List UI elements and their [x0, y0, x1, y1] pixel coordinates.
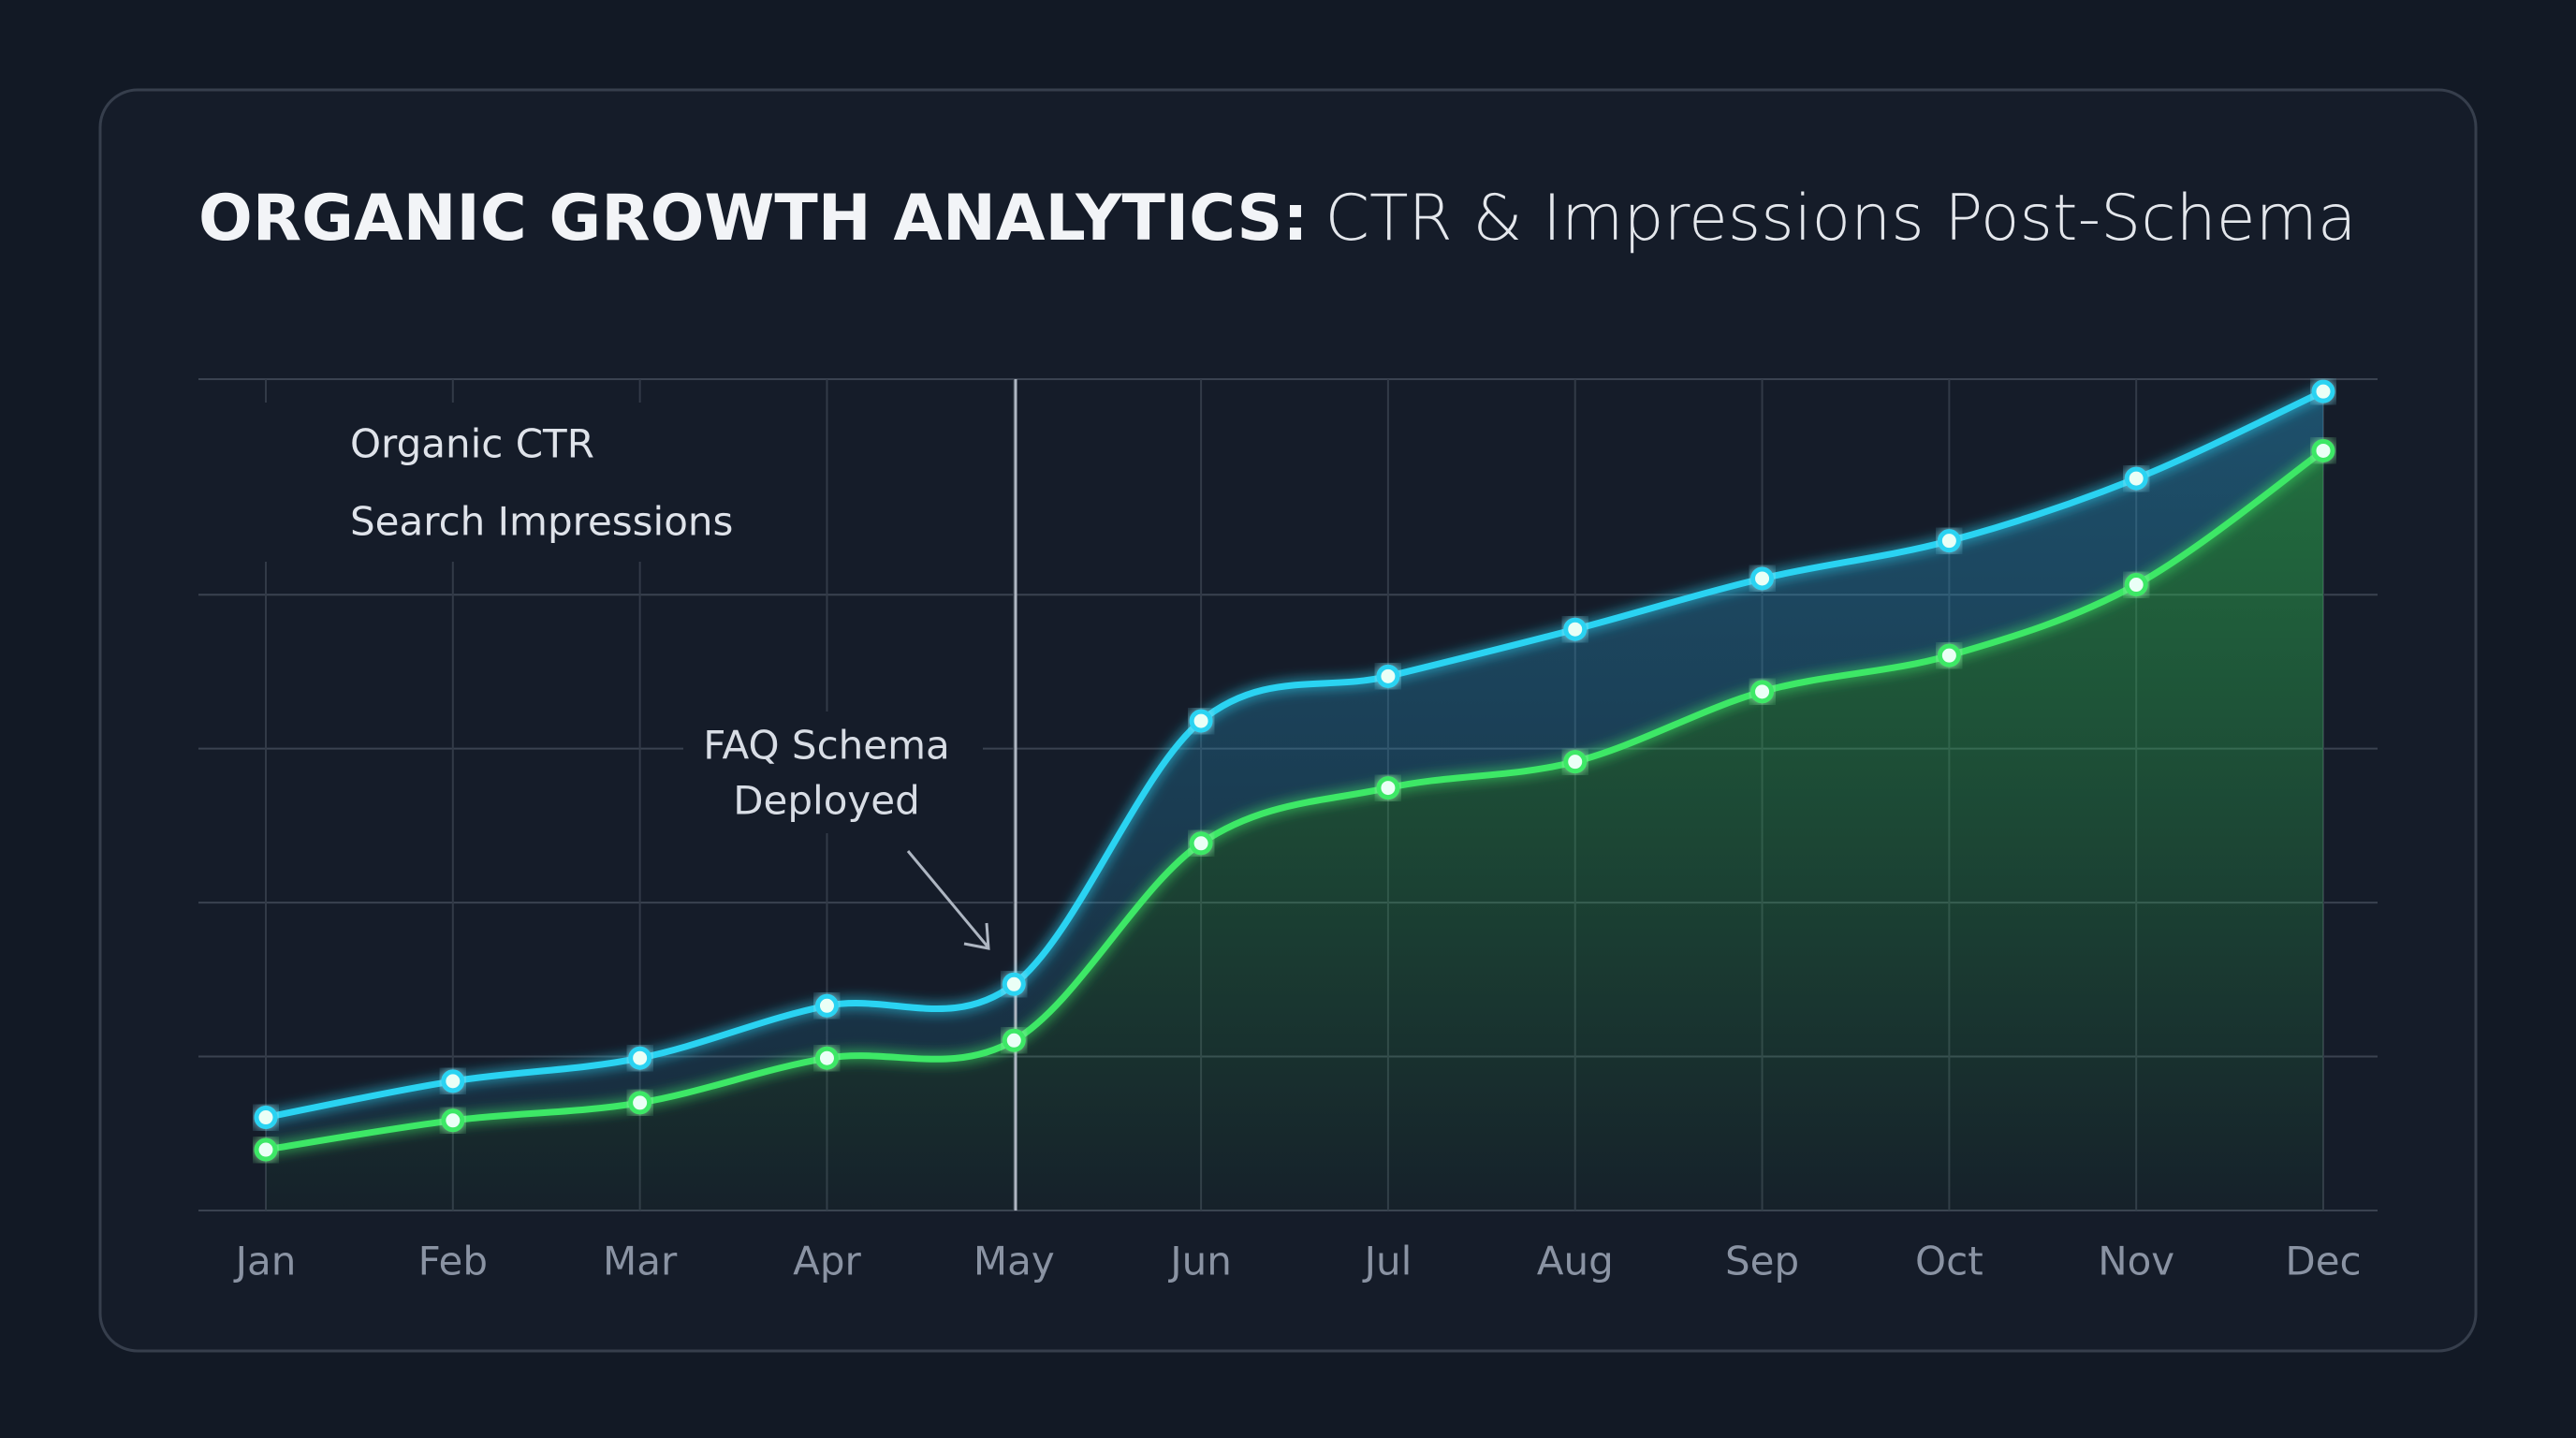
x-tick-label: May [973, 1239, 1055, 1284]
x-tick-label: Jul [1362, 1239, 1412, 1284]
lines [254, 379, 2335, 1162]
x-tick-label: Oct [1915, 1239, 1983, 1284]
annotation-arrow [906, 850, 990, 950]
data-point [1750, 566, 1775, 591]
series-line [265, 448, 2326, 1153]
x-tick-label: Mar [603, 1239, 678, 1284]
title-bold: ORGANIC GROWTH ANALYTICS: [198, 182, 1309, 256]
x-tick-label: Nov [2098, 1239, 2174, 1284]
x-tick-label: Apr [793, 1239, 861, 1284]
x-tick-label: Jan [233, 1239, 297, 1284]
data-point [1189, 709, 1213, 733]
title-light: CTR & Impressions Post-Schema [1325, 182, 2357, 256]
data-point [2311, 438, 2335, 462]
x-tick-label: Sep [1725, 1239, 1799, 1284]
data-point [814, 993, 839, 1018]
data-point [2124, 466, 2148, 491]
annotation-text: Deployed [733, 778, 920, 824]
x-tick-label: Aug [1537, 1239, 1614, 1284]
data-point [814, 1046, 839, 1070]
annotation-bg [683, 712, 983, 833]
data-point [1376, 664, 1400, 688]
data-point [1750, 680, 1775, 704]
data-point [1376, 776, 1400, 800]
data-point [2311, 379, 2335, 404]
data-point [628, 1091, 652, 1115]
data-point [1937, 529, 1961, 553]
x-tick-label: Feb [418, 1239, 488, 1284]
data-point [441, 1108, 465, 1133]
x-tick-label: Jun [1167, 1239, 1232, 1284]
areas [266, 391, 2323, 1211]
area-fill [266, 450, 2323, 1211]
x-tick-label: Dec [2285, 1239, 2361, 1284]
data-point [254, 1137, 278, 1162]
data-point [1563, 750, 1588, 774]
legend: Organic CTR Search Impressions [234, 421, 733, 545]
data-point [628, 1046, 652, 1070]
data-point [254, 1106, 278, 1130]
data-point [2124, 573, 2148, 597]
data-point [1002, 1028, 1026, 1052]
band-fill [266, 391, 2323, 1150]
data-point [1563, 617, 1588, 641]
legend-label: Search Impressions [350, 499, 733, 545]
data-point [1937, 643, 1961, 668]
legend-label: Organic CTR [350, 421, 594, 467]
legend-bg [220, 403, 744, 562]
data-point [1189, 831, 1213, 856]
data-point [1002, 972, 1026, 996]
chart-title: ORGANIC GROWTH ANALYTICS: CTR & Impressio… [198, 182, 2357, 256]
data-point [441, 1069, 465, 1093]
annotation-text: FAQ Schema [703, 723, 950, 769]
